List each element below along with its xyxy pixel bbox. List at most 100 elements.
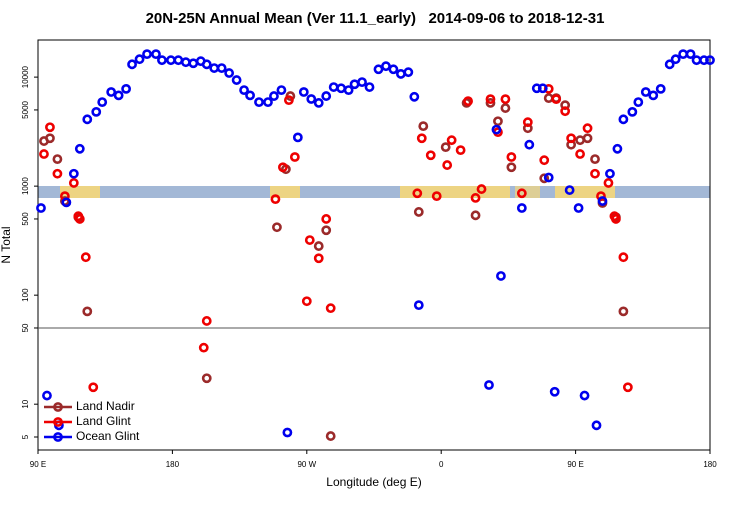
point bbox=[313, 253, 324, 264]
point bbox=[245, 90, 255, 101]
point bbox=[612, 143, 623, 154]
x-tick-label: 180 bbox=[166, 460, 180, 469]
point bbox=[68, 168, 79, 179]
point bbox=[618, 114, 629, 125]
point bbox=[476, 184, 487, 194]
point bbox=[506, 162, 517, 173]
point bbox=[506, 152, 517, 162]
point bbox=[106, 87, 117, 97]
point bbox=[239, 85, 249, 96]
point bbox=[633, 97, 644, 107]
point bbox=[42, 390, 52, 401]
point bbox=[691, 55, 702, 66]
point bbox=[68, 178, 79, 188]
point bbox=[655, 83, 666, 94]
point bbox=[566, 133, 577, 144]
point bbox=[224, 68, 235, 78]
point bbox=[321, 214, 332, 224]
point bbox=[298, 87, 309, 97]
chart-title: 20N-25N Annual Mean (Ver 11.1_early) 201… bbox=[146, 10, 605, 27]
point bbox=[388, 64, 399, 75]
x-tick-label: 90 E bbox=[30, 460, 46, 469]
point bbox=[276, 85, 287, 96]
point bbox=[201, 316, 212, 326]
point bbox=[524, 139, 535, 150]
point bbox=[539, 155, 550, 166]
point bbox=[582, 123, 593, 134]
point bbox=[74, 143, 85, 154]
point bbox=[134, 54, 145, 65]
point bbox=[491, 124, 502, 135]
point bbox=[343, 85, 354, 96]
point bbox=[618, 252, 629, 263]
point bbox=[440, 142, 451, 153]
point bbox=[455, 145, 466, 156]
point bbox=[500, 103, 511, 113]
point bbox=[485, 98, 496, 108]
point bbox=[113, 90, 124, 101]
point bbox=[328, 82, 339, 92]
point bbox=[216, 63, 227, 73]
point bbox=[74, 214, 85, 224]
point bbox=[446, 135, 457, 146]
point bbox=[231, 75, 242, 85]
point bbox=[590, 168, 600, 179]
point bbox=[575, 149, 585, 159]
x-tick-label: 90 W bbox=[297, 460, 316, 469]
legend-marker bbox=[53, 402, 63, 412]
point bbox=[516, 188, 527, 199]
point bbox=[705, 55, 715, 66]
point bbox=[198, 342, 209, 353]
legend-marker bbox=[53, 432, 63, 442]
point bbox=[263, 97, 273, 107]
point bbox=[52, 168, 63, 179]
point bbox=[127, 59, 137, 70]
point bbox=[551, 94, 562, 105]
point bbox=[470, 193, 481, 203]
point bbox=[254, 97, 264, 107]
point bbox=[157, 55, 167, 66]
x-tick-label: 180 bbox=[703, 460, 717, 469]
y-tick-label: 1000 bbox=[21, 177, 30, 195]
point bbox=[627, 106, 638, 117]
point bbox=[573, 203, 584, 213]
point bbox=[648, 90, 659, 101]
point bbox=[516, 203, 527, 213]
point bbox=[180, 57, 191, 68]
legend-label: Land Nadir bbox=[76, 399, 135, 413]
point bbox=[622, 382, 633, 393]
point bbox=[201, 59, 212, 70]
point bbox=[418, 121, 429, 132]
point bbox=[151, 49, 161, 60]
point bbox=[678, 49, 689, 60]
point bbox=[537, 83, 548, 94]
point bbox=[282, 427, 293, 438]
y-tick-label: 5000 bbox=[21, 100, 30, 118]
point bbox=[336, 83, 347, 94]
point bbox=[413, 300, 424, 311]
point bbox=[283, 95, 294, 106]
point bbox=[522, 117, 533, 128]
point bbox=[278, 162, 288, 173]
point bbox=[431, 191, 442, 202]
point bbox=[539, 173, 550, 184]
point bbox=[313, 98, 324, 108]
point bbox=[325, 431, 336, 441]
point bbox=[575, 135, 585, 146]
point bbox=[39, 149, 49, 159]
legend-label: Land Glint bbox=[76, 414, 131, 428]
point bbox=[272, 222, 282, 233]
y-tick-label: 5 bbox=[21, 434, 30, 439]
point bbox=[582, 133, 593, 144]
point bbox=[543, 93, 554, 103]
point bbox=[500, 94, 511, 105]
point bbox=[121, 83, 132, 94]
x-tick-label: 90 E bbox=[567, 460, 583, 469]
y-tick-label: 10000 bbox=[21, 65, 30, 88]
point bbox=[321, 225, 332, 236]
point bbox=[611, 214, 621, 224]
point bbox=[36, 203, 46, 213]
point bbox=[364, 82, 375, 92]
y-tick-label: 500 bbox=[21, 212, 30, 226]
